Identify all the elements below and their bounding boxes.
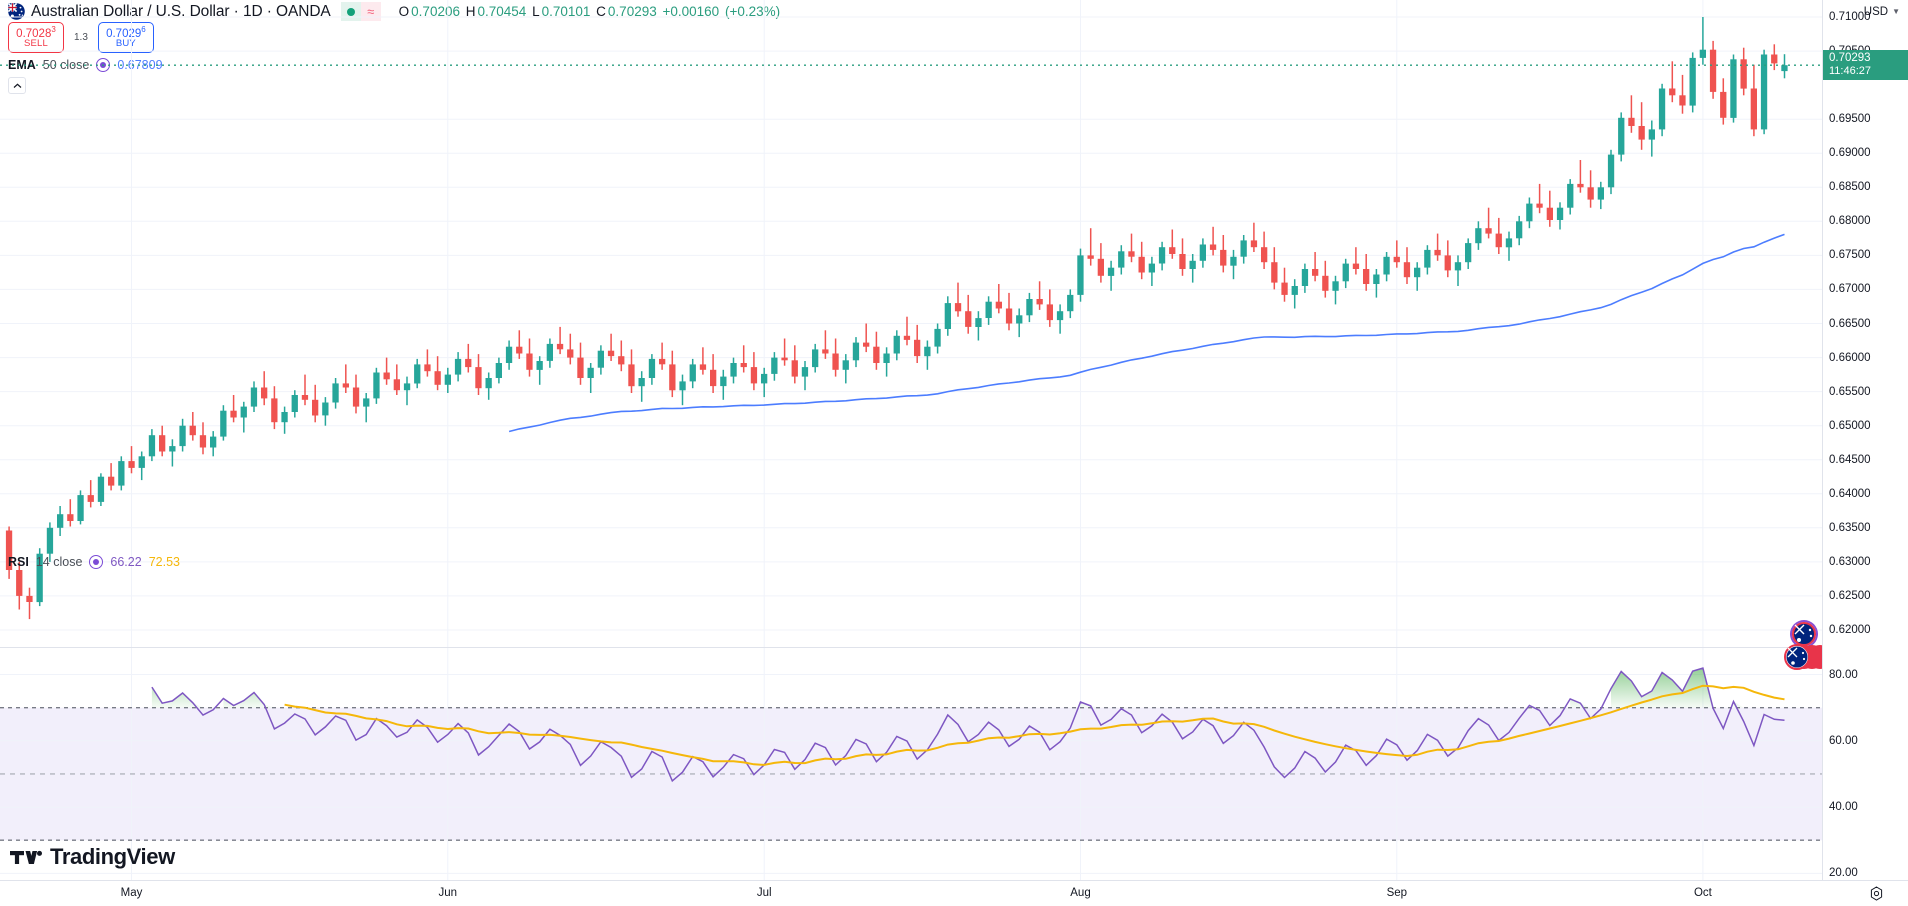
rsi-ma-value: 72.53 [148,555,180,569]
price-tick-label: 0.67500 [1829,249,1871,262]
price-tick-label: 0.67000 [1829,283,1871,296]
rsi-title: RSI [8,555,29,569]
rsi-value: 66.22 [110,555,142,569]
buy-label: BUY [115,38,136,50]
aud-coin-icon [1792,622,1816,646]
candlestick-chart[interactable] [0,0,1822,647]
rsi-tick-label: 20.00 [1829,867,1858,880]
currency-selector[interactable]: USD ▼ [1860,3,1904,20]
buy-price: 0.70296 [106,24,146,40]
tradingview-logo-text: TradingView [50,844,175,869]
price-tick-label: 0.68500 [1829,181,1871,194]
buy-button[interactable]: 0.70296 BUY [97,22,154,53]
symbol-title[interactable]: Australian Dollar / U.S. Dollar · 1D · O… [31,2,331,20]
price-chart-pane[interactable] [0,0,1822,647]
trade-buttons: 0.70283 SELL 1.3 0.70296 BUY [8,22,154,53]
rsi-chart-pane[interactable] [0,648,1822,880]
price-tick-label: 0.63500 [1829,521,1871,534]
current-price-tag[interactable]: 0.70293 11:46:27 [1823,50,1908,81]
ohlc-change-pct: (+0.23%) [724,4,781,19]
approx-icon[interactable]: ≈ [360,2,381,21]
ohlc-close-value: 0.70293 [607,4,657,19]
au-flag-icon [7,2,25,20]
rsi-chart[interactable] [0,648,1822,880]
price-tick-label: 0.65500 [1829,385,1871,398]
sell-label: SELL [23,38,49,50]
collapse-pane-button[interactable] [8,77,26,94]
chevron-down-icon: ▼ [1892,7,1900,16]
tradingview-logo-icon [10,850,42,864]
tradingview-logo[interactable]: TradingView [10,844,175,870]
ohlc-change: +0.00160 [662,4,720,19]
price-tick-label: 0.69000 [1829,147,1871,160]
spread-value: 1.3 [74,32,88,43]
time-tick-label: Jun [438,887,458,899]
rsi-tick-label: 40.00 [1829,801,1858,814]
price-tick-label: 0.65000 [1829,419,1871,432]
rsi-indicator-legend[interactable]: RSI 14 close 66.22 72.53 [8,555,180,569]
price-tick-label: 0.71000 [1829,11,1871,23]
chevron-up-icon [13,82,21,88]
time-tick-label: Jul [756,887,772,899]
time-tick-label: Oct [1693,887,1712,899]
timezone-icon[interactable] [1869,886,1884,906]
currency-label: USD [1863,5,1889,18]
time-tick-label: Sep [1386,887,1408,899]
ohlc-close-key: C [596,4,606,19]
ohlc-low-value: 0.70101 [541,4,591,19]
bar-countdown: 11:46:27 [1829,65,1872,78]
price-tick-label: 0.68000 [1829,215,1871,228]
price-tick-label: 0.62000 [1829,624,1871,636]
ohlc-low-key: L [532,4,540,19]
sell-price: 0.70283 [16,24,56,40]
rsi-tick-label: 60.00 [1829,734,1858,747]
price-tick-label: 0.62500 [1829,589,1871,602]
pane-divider [0,647,1908,648]
time-scale[interactable]: MayJunJulAugSepOctNovDec2026Feb [0,880,1908,906]
sell-button[interactable]: 0.70283 SELL [8,22,64,53]
ema-title: EMA [8,58,36,72]
price-tick-label: 0.64000 [1829,487,1871,500]
rsi-tick-label: 80.00 [1829,668,1858,681]
market-open-dot-icon[interactable] [340,2,361,21]
time-tick-label: May [120,887,143,899]
price-tick-label: 0.66500 [1829,317,1871,330]
ohlc-high-value: 0.70454 [477,4,527,19]
ohlc-high-key: H [465,4,476,19]
refresh-icon[interactable] [89,555,104,569]
price-tick-label: 0.66000 [1829,351,1871,364]
time-tick-label: Aug [1070,887,1091,899]
price-tick-label: 0.69500 [1829,113,1871,126]
rsi-args: 14 close [35,555,83,569]
price-tick-label: 0.64500 [1829,453,1871,466]
price-scale[interactable]: USD ▼ 0.710000.705000.695000.690000.6850… [1822,0,1908,880]
price-tick-label: 0.63000 [1829,555,1871,568]
market-status-badges: ≈ [340,2,381,21]
ohlc-open-key: O [398,4,410,19]
current-price-value: 0.70293 [1829,52,1871,65]
